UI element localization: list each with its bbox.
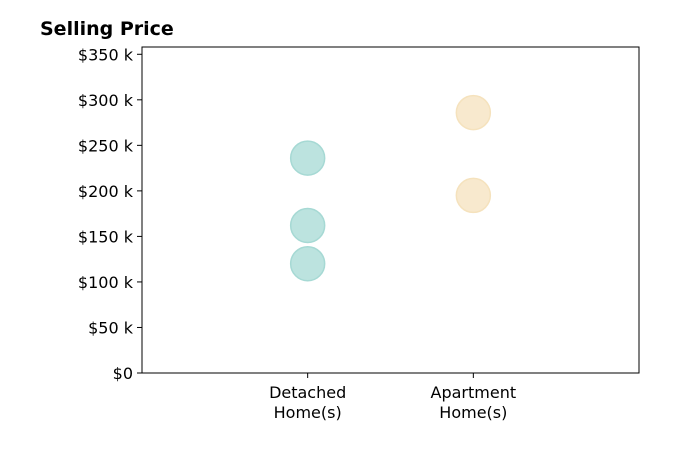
plot-frame — [141, 46, 640, 374]
y-tick-label: $250 k — [78, 136, 134, 155]
y-tick-label: $100 k — [78, 273, 134, 292]
y-tick-label: $300 k — [78, 91, 134, 110]
y-tick-label: $200 k — [78, 182, 134, 201]
chart-title: Selling Price — [40, 18, 174, 40]
bubble — [289, 245, 326, 282]
y-tick-label: $0 — [113, 364, 133, 383]
bubble — [289, 140, 326, 176]
x-tick-label: Detached Home(s) — [269, 383, 346, 422]
x-tick-label: Apartment Home(s) — [431, 383, 517, 422]
bubble — [455, 94, 492, 131]
y-tick-label: $350 k — [78, 45, 134, 64]
bubble — [289, 207, 326, 244]
y-tick-label: $150 k — [78, 227, 134, 246]
y-tick-label: $50 k — [88, 318, 134, 337]
bubble — [455, 177, 492, 214]
